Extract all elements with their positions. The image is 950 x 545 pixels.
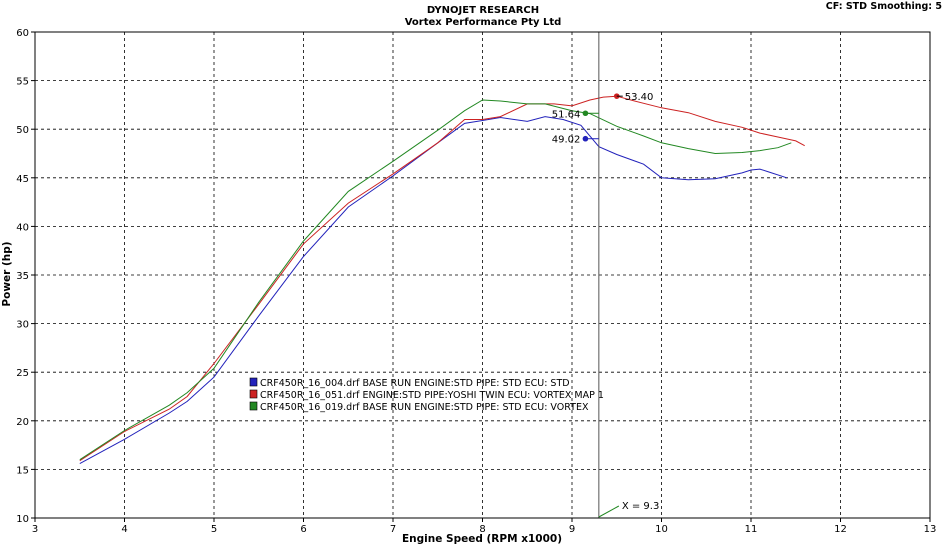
chart-subtitle: Vortex Performance Pty Ltd <box>405 17 562 28</box>
x-tick-label: 6 <box>300 524 306 535</box>
y-tick-label: 40 <box>16 222 29 233</box>
legend-swatch-1 <box>249 377 258 387</box>
cursor-label: X = 9.3 <box>622 501 660 512</box>
x-tick-label: 11 <box>745 524 758 535</box>
x-tick-label: 12 <box>834 524 847 535</box>
x-tick-label: 7 <box>390 524 396 535</box>
legend-swatch-2 <box>249 389 258 399</box>
series-line-1 <box>79 116 787 465</box>
y-tick-label: 45 <box>16 174 29 185</box>
y-tick-label: 25 <box>16 368 29 379</box>
legend-entry-1: CRF450R_16_004.drf BASE RUN ENGINE:STD P… <box>260 378 570 389</box>
y-axis-label: Power (hp) <box>1 241 13 306</box>
y-tick-label: 60 <box>16 28 29 39</box>
series-lines <box>79 95 805 465</box>
dyno-settings: CF: STD Smoothing: 5 <box>826 1 942 12</box>
x-tick-label: 9 <box>569 524 575 535</box>
marker-value-2: 53.40 <box>625 92 654 103</box>
x-tick-label: 3 <box>32 524 38 535</box>
y-tick-label: 35 <box>16 271 29 282</box>
legend-entry-2: CRF450R_16_051.drf ENGINE:STD PIPE:YOSHI… <box>260 390 604 401</box>
x-tick-label: 4 <box>121 524 127 535</box>
x-tick-label: 10 <box>655 524 668 535</box>
plot-frame <box>34 31 931 519</box>
y-tick-label: 55 <box>16 77 29 88</box>
x-axis-label: Engine Speed (RPM x1000) <box>402 533 562 545</box>
markers: 49.02 53.40 51.64 <box>552 92 654 146</box>
y-tick-label: 10 <box>16 514 29 525</box>
y-tick-label: 15 <box>16 465 29 476</box>
marker-value-1: 49.02 <box>552 135 581 146</box>
x-tick-label: 8 <box>479 524 485 535</box>
y-tick-label: 50 <box>16 125 29 136</box>
marker-value-3: 51.64 <box>552 109 581 120</box>
y-tick-label: 30 <box>16 320 29 331</box>
series-line-3 <box>79 99 792 461</box>
x-tick-label: 13 <box>924 524 937 535</box>
x-tick-label: 5 <box>211 524 217 535</box>
grid <box>35 32 930 518</box>
legend-entry-3: CRF450R_16_019.drf BASE RUN ENGINE:STD P… <box>260 402 589 413</box>
chart-title: DYNOJET RESEARCH <box>427 5 539 16</box>
legend-swatch-3 <box>249 401 258 411</box>
y-tick-label: 20 <box>16 417 29 428</box>
legend: CRF450R_16_004.drf BASE RUN ENGINE:STD P… <box>249 377 604 413</box>
cursor-pointer <box>598 505 620 518</box>
